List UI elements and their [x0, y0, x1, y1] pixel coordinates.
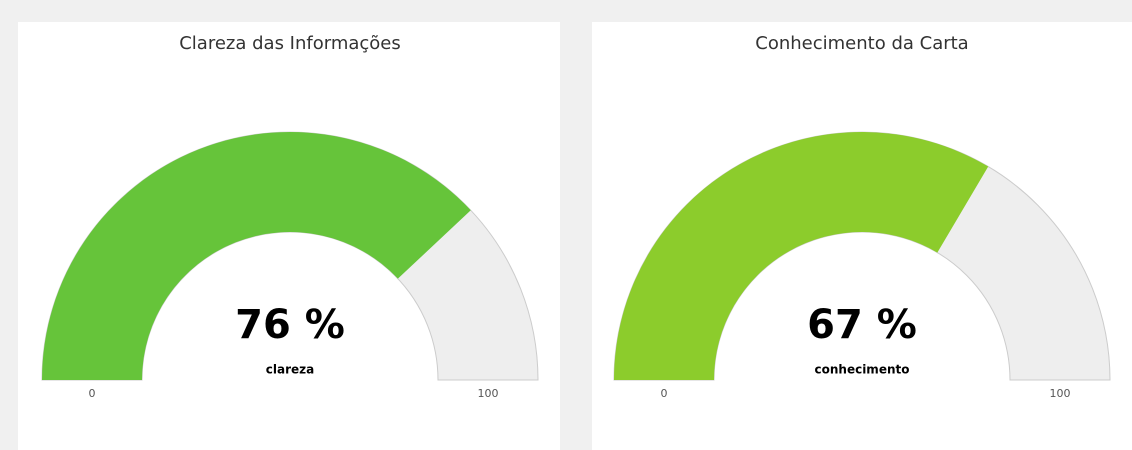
gauge-bar	[42, 131, 471, 380]
tick-label: 0	[661, 387, 668, 400]
tick-label: 100	[1050, 387, 1071, 400]
gauge-label: clareza	[266, 363, 314, 377]
gauge-value: 76 %	[235, 302, 345, 348]
gauge-label: conhecimento	[815, 363, 910, 377]
tick-label: 100	[478, 387, 499, 400]
tick-label: 0	[89, 387, 96, 400]
panel-title: Conhecimento da Carta	[755, 33, 968, 54]
gauge-bar	[614, 132, 989, 380]
panel-title: Clareza das Informações	[179, 33, 401, 54]
gauge-value: 67 %	[807, 302, 917, 348]
